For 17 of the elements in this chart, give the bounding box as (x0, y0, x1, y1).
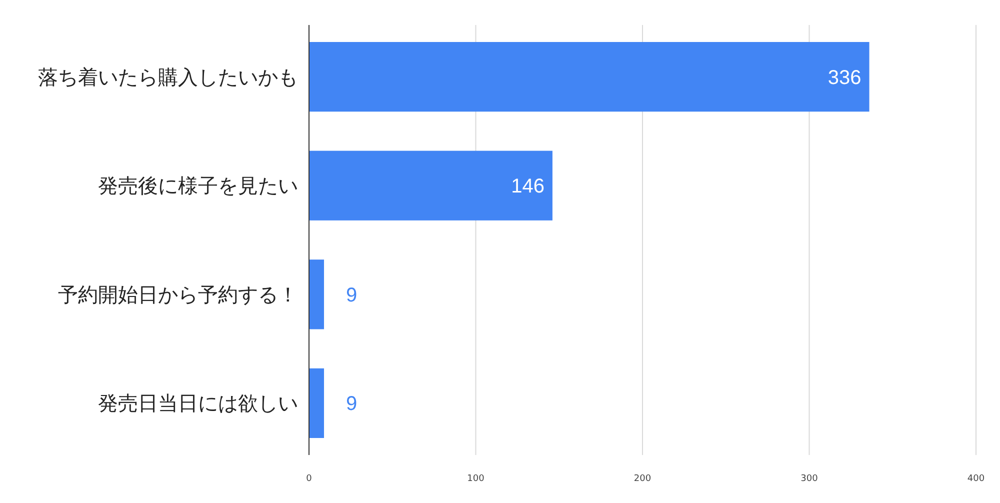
x-tick-label: 100 (467, 474, 485, 484)
x-tick-label: 200 (634, 474, 652, 484)
data-label: 336 (828, 66, 862, 89)
x-tick-label: 0 (306, 474, 312, 484)
y-tick-label: 発売日当日には欲しい (98, 391, 298, 416)
data-label: 9 (346, 284, 358, 306)
data-label: 9 (346, 393, 358, 416)
y-tick-label: 発売後に様子を見たい (98, 174, 298, 198)
bar (309, 260, 324, 330)
y-tick-label: 落ち着いたら購入したいかも (38, 64, 298, 89)
x-tick-label: 400 (967, 474, 985, 484)
bar (309, 42, 870, 112)
bar (309, 368, 324, 438)
data-label: 146 (511, 176, 544, 198)
bar (309, 150, 552, 220)
y-tick-label: 予約開始日から予約する！ (58, 282, 298, 306)
x-tick-label: 300 (800, 474, 818, 484)
